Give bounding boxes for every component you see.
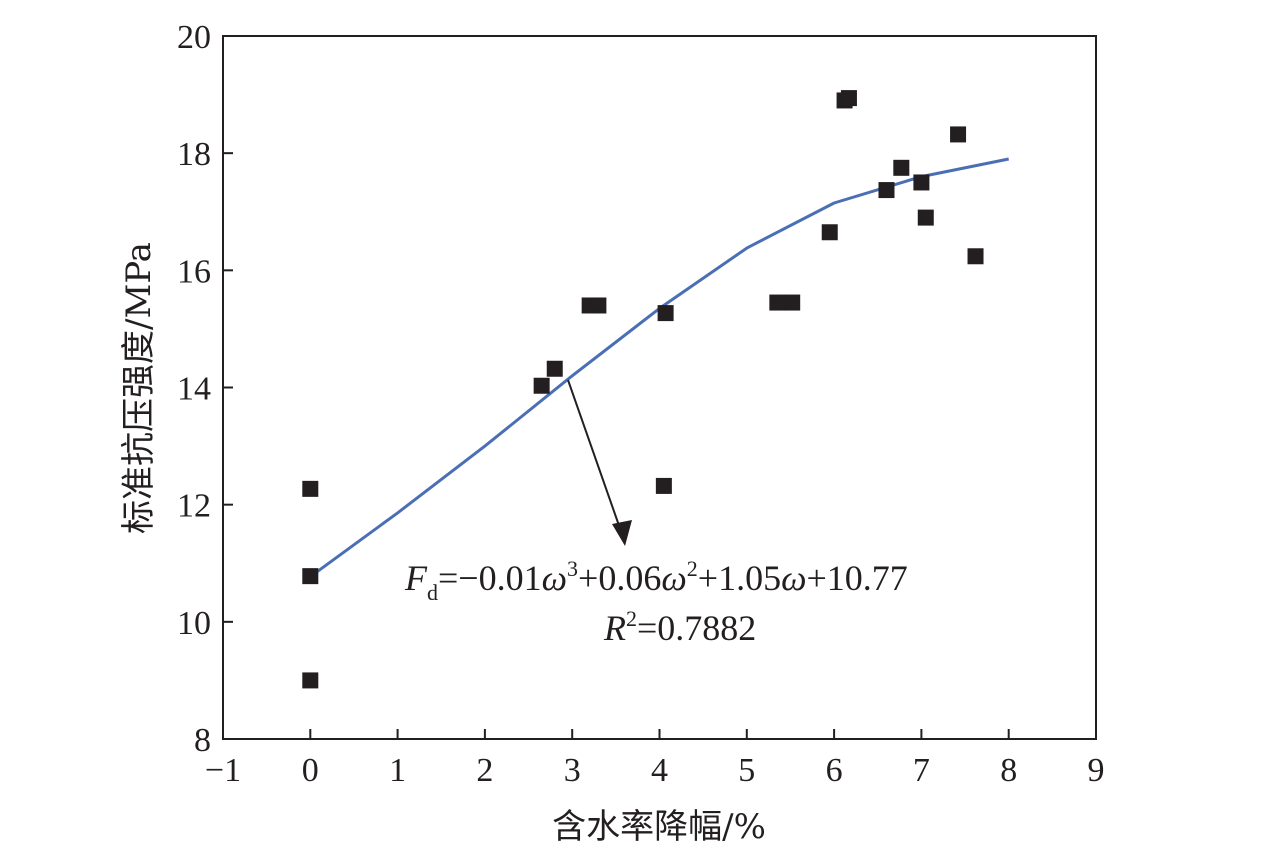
x-axis-ticks: −1 0 1 2 3 4 5 6 7 8 9 (205, 729, 1105, 789)
annotation-arrow-shaft (567, 379, 624, 538)
y-axis-ticks: 8 10 12 14 16 18 20 (177, 19, 233, 759)
x-tick-label: 3 (564, 752, 581, 789)
eq-term-1: =−0.01 (438, 558, 542, 598)
x-tick-label: 2 (476, 752, 493, 789)
eq-term-2: +0.06 (578, 558, 661, 598)
eq-omega-1: ω (542, 558, 567, 598)
x-axis-title: 含水率降幅/% (552, 807, 766, 847)
x-tick-label: 9 (1088, 752, 1105, 789)
data-point (590, 297, 607, 314)
x-tick-label: 6 (826, 752, 843, 789)
fit-curve-group (309, 157, 1009, 578)
fit-curve (309, 157, 1009, 578)
data-point (917, 209, 934, 226)
y-tick-label: 16 (177, 253, 211, 290)
x-tick-label: 0 (302, 752, 319, 789)
data-point (913, 174, 930, 191)
eq-symbol-F: F (404, 558, 428, 598)
y-tick-label: 18 (177, 136, 211, 173)
r2-value: =0.7882 (637, 608, 756, 648)
data-point (546, 360, 563, 377)
data-point (967, 248, 984, 265)
eq-superscript-2: 2 (687, 556, 698, 581)
x-tick-label: 1 (389, 752, 406, 789)
data-point (840, 90, 857, 107)
data-point (950, 126, 967, 143)
data-point (821, 224, 838, 241)
r2-superscript: 2 (626, 606, 637, 631)
x-tick-label: 5 (738, 752, 755, 789)
data-point (784, 294, 801, 311)
eq-omega-2: ω (661, 558, 686, 598)
data-point (302, 568, 319, 585)
x-tick-label: 8 (1000, 752, 1017, 789)
x-tick-label: 7 (913, 752, 930, 789)
r-squared: R2=0.7882 (603, 606, 756, 648)
eq-term-4: +10.77 (807, 558, 908, 598)
data-point (302, 672, 319, 689)
x-tick-label: −1 (205, 752, 241, 789)
data-point (302, 480, 319, 497)
y-tick-label: 20 (177, 19, 211, 56)
r2-symbol: R (603, 608, 626, 648)
eq-superscript-3: 3 (567, 556, 578, 581)
data-point (533, 377, 550, 394)
data-point (878, 182, 895, 199)
y-tick-label: 14 (177, 371, 211, 408)
data-point (893, 159, 910, 176)
data-point (655, 477, 672, 494)
eq-term-3: +1.05 (698, 558, 781, 598)
x-tick-label: 4 (651, 752, 668, 789)
data-point (657, 305, 674, 322)
y-tick-label: 12 (177, 488, 211, 525)
annotation-arrowhead (612, 520, 632, 546)
data-point (769, 294, 786, 311)
eq-subscript: d (427, 580, 438, 605)
y-tick-label: 10 (177, 605, 211, 642)
y-tick-label: 8 (194, 722, 211, 759)
eq-omega-3: ω (781, 558, 806, 598)
y-axis-title: 标准抗压强度/MPa (119, 242, 159, 534)
fit-equation: Fd=−0.01ω3+0.06ω2+1.05ω+10.77 (404, 556, 908, 605)
data-points (302, 90, 984, 689)
